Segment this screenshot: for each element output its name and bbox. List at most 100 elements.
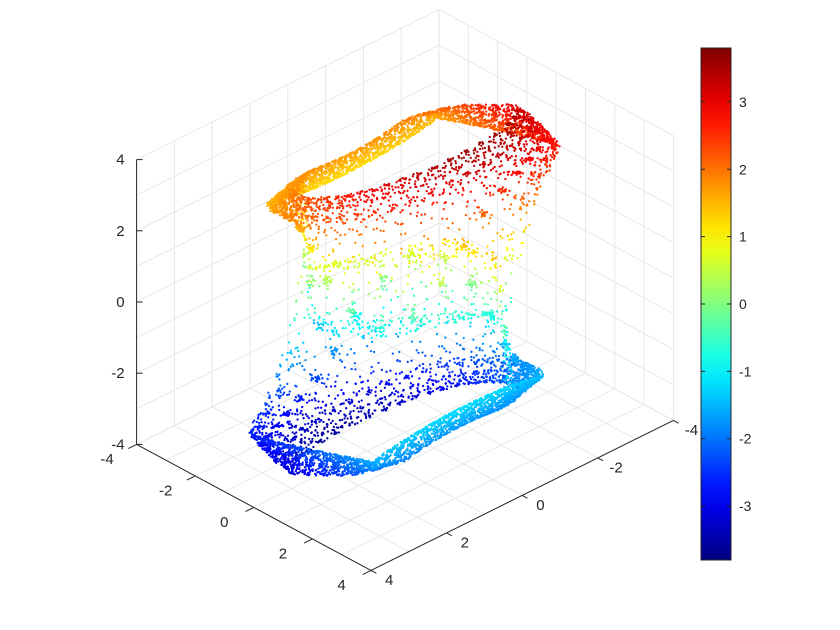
scatter-point xyxy=(356,192,359,195)
scatter-point xyxy=(341,202,344,205)
scatter-point xyxy=(522,109,525,113)
scatter-point xyxy=(383,187,387,190)
scatter-point xyxy=(463,382,466,386)
scatter-point xyxy=(448,371,451,374)
scatter-point xyxy=(442,108,445,112)
scatter-point xyxy=(333,385,337,388)
scatter-point xyxy=(465,153,468,156)
scatter-point xyxy=(498,134,502,138)
scatter-point xyxy=(387,147,391,151)
scatter-point xyxy=(426,387,429,391)
scatter-point xyxy=(411,251,415,254)
scatter-point xyxy=(285,207,288,210)
scatter-point xyxy=(458,120,461,123)
scatter-point xyxy=(364,149,367,152)
scatter-point xyxy=(428,392,432,396)
scatter-point xyxy=(471,382,475,385)
scatter-point xyxy=(482,165,486,168)
scatter-point xyxy=(336,166,339,170)
scatter-point xyxy=(367,386,370,389)
scatter-point xyxy=(489,194,492,197)
scatter-point xyxy=(515,173,518,176)
scatter-point xyxy=(463,358,466,361)
scatter-point xyxy=(424,285,428,288)
scatter-point xyxy=(406,129,409,132)
scatter-point xyxy=(376,152,380,155)
scatter-point xyxy=(490,366,493,369)
scatter-point xyxy=(503,257,506,260)
scatter-point xyxy=(323,169,327,173)
scatter-point xyxy=(520,116,523,119)
scatter-point xyxy=(469,325,472,328)
scatter-point xyxy=(443,166,446,169)
scatter-point xyxy=(389,279,392,283)
scatter-point xyxy=(442,175,445,178)
scatter-point xyxy=(352,199,355,202)
grid-line xyxy=(438,151,674,279)
scatter-point xyxy=(339,168,342,172)
scatter-point xyxy=(427,120,431,123)
scatter-point xyxy=(450,385,453,388)
scatter-point xyxy=(383,184,386,187)
scatter-point xyxy=(461,347,465,350)
scatter-point xyxy=(290,217,294,220)
scatter-point xyxy=(362,258,365,261)
scatter-point xyxy=(354,368,357,371)
scatter-point xyxy=(455,255,458,258)
scatter-point xyxy=(363,262,367,265)
scatter-point xyxy=(428,113,431,116)
scatter-point xyxy=(477,155,480,158)
scatter-point xyxy=(552,141,555,144)
scatter-point xyxy=(472,109,476,113)
scatter-point xyxy=(489,345,492,348)
scatter-point xyxy=(501,116,504,119)
scatter-point xyxy=(428,123,431,126)
scatter-point xyxy=(339,358,342,362)
scatter-point xyxy=(487,369,490,372)
scatter-point xyxy=(326,323,330,326)
scatter-point xyxy=(331,178,335,182)
scatter-point xyxy=(520,132,523,135)
scatter-point xyxy=(435,333,439,336)
scatter-point xyxy=(347,398,351,401)
scatter-point xyxy=(317,225,321,228)
scatter-point xyxy=(319,326,322,330)
scatter-point xyxy=(469,377,473,381)
scatter-point xyxy=(490,213,493,217)
scatter-point xyxy=(524,147,528,151)
scatter-point xyxy=(297,216,301,219)
scatter-point xyxy=(308,284,311,288)
scatter-point xyxy=(475,172,478,176)
scatter-point xyxy=(302,221,305,225)
scatter-point xyxy=(501,104,504,107)
scatter-point xyxy=(277,211,281,214)
scatter-point xyxy=(474,267,477,270)
scatter-point xyxy=(303,251,306,255)
scatter-point xyxy=(485,110,488,113)
scatter-point xyxy=(320,198,323,202)
scatter-point xyxy=(355,166,359,169)
scatter-point xyxy=(487,325,490,328)
scatter-point xyxy=(515,124,519,127)
scatter-point xyxy=(467,160,470,163)
scatter-point xyxy=(340,200,343,203)
scatter-point xyxy=(387,379,391,382)
scatter-point xyxy=(512,196,516,199)
scatter-point xyxy=(355,416,359,419)
scatter-point xyxy=(515,134,518,137)
scatter-point xyxy=(484,113,488,116)
scatter-point xyxy=(357,161,360,165)
scatter-point xyxy=(313,311,317,314)
scatter-point xyxy=(354,149,357,152)
scatter-point xyxy=(489,162,492,165)
scatter-point xyxy=(489,123,493,126)
scatter-point xyxy=(431,248,435,251)
scatter-point xyxy=(522,111,526,115)
scatter-point xyxy=(536,128,539,131)
scatter-point xyxy=(334,397,337,400)
scatter-point xyxy=(444,336,447,339)
scatter-point xyxy=(516,110,519,113)
scatter-point xyxy=(316,215,319,219)
scatter-point xyxy=(499,234,502,238)
scatter-point xyxy=(273,209,276,212)
